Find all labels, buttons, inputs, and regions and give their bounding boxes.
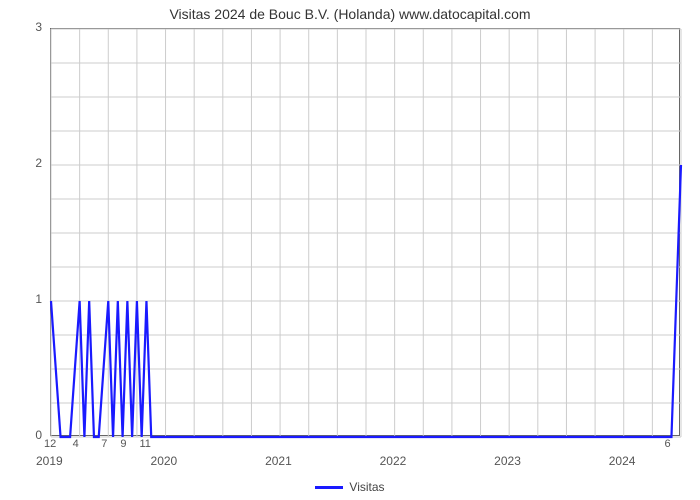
- y-tick-label: 0: [35, 428, 42, 442]
- x-minor-tick-label: 7: [101, 438, 107, 450]
- legend-swatch: [315, 486, 343, 489]
- x-year-tick-label: 2019: [36, 454, 63, 468]
- y-tick-label: 3: [35, 20, 42, 34]
- x-year-tick-label: 2022: [380, 454, 407, 468]
- plot-svg: [51, 29, 681, 437]
- chart-container: Visitas 2024 de Bouc B.V. (Holanda) www.…: [0, 0, 700, 500]
- x-minor-tick-label: 12: [44, 438, 56, 450]
- y-tick-label: 2: [35, 156, 42, 170]
- x-minor-tick-label: 6: [664, 438, 670, 450]
- legend-label: Visitas: [349, 480, 384, 494]
- x-year-tick-label: 2021: [265, 454, 292, 468]
- x-year-tick-label: 2023: [494, 454, 521, 468]
- x-minor-tick-label: 9: [120, 438, 126, 450]
- legend: Visitas: [0, 480, 700, 494]
- x-minor-tick-label: 11: [139, 438, 150, 450]
- x-year-tick-label: 2024: [609, 454, 636, 468]
- chart-title: Visitas 2024 de Bouc B.V. (Holanda) www.…: [0, 6, 700, 22]
- y-tick-label: 1: [35, 292, 42, 306]
- plot-area: [50, 28, 680, 436]
- x-minor-tick-label: 4: [73, 438, 79, 450]
- x-year-tick-label: 2020: [151, 454, 178, 468]
